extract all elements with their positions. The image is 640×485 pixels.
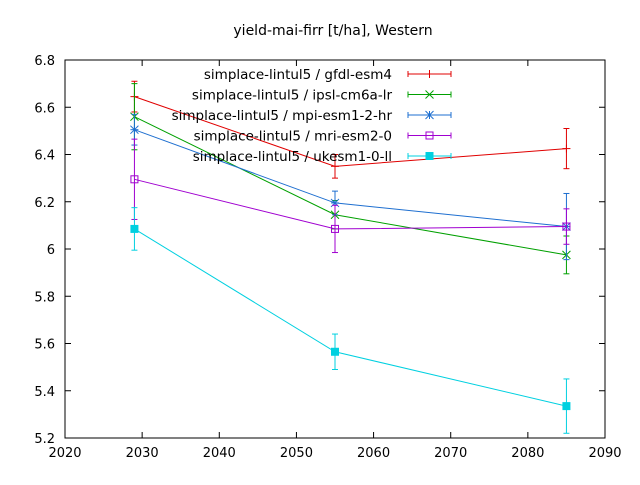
y-tick-label: 6.6 bbox=[34, 101, 55, 116]
chart-title: yield-mai-firr [t/ha], Western bbox=[233, 23, 432, 39]
legend-marker bbox=[425, 70, 434, 78]
legend-marker bbox=[425, 152, 434, 160]
data-point bbox=[562, 144, 571, 153]
legend-marker bbox=[425, 110, 434, 120]
marker-square bbox=[562, 222, 571, 231]
data-point bbox=[331, 162, 339, 171]
error-bar bbox=[332, 204, 338, 254]
y-tick-label: 5.2 bbox=[34, 432, 55, 447]
marker-stroke bbox=[425, 90, 434, 99]
marker-square bbox=[130, 175, 139, 184]
series-3 bbox=[130, 138, 571, 254]
y-tick-label: 6.2 bbox=[34, 196, 55, 211]
x-tick-label: 2080 bbox=[511, 446, 544, 461]
series-line bbox=[134, 228, 567, 407]
legend-entry: simplace-lintul5 / gfdl-esm4 bbox=[204, 67, 452, 83]
marker-square bbox=[425, 131, 434, 140]
marker-square bbox=[331, 347, 339, 356]
y-tick-label: 5.4 bbox=[34, 385, 55, 400]
marker-square bbox=[130, 224, 139, 233]
data-point bbox=[130, 125, 139, 135]
legend-marker bbox=[425, 131, 434, 140]
series-4 bbox=[130, 207, 571, 434]
marker-square bbox=[331, 224, 339, 233]
legend: simplace-lintul5 / gfdl-esm4 simplace-lin… bbox=[172, 67, 452, 165]
data-point bbox=[562, 402, 571, 411]
legend-entry: simplace-lintul5 / mri-esm2-0 bbox=[194, 129, 452, 145]
y-tick-label: 6.4 bbox=[34, 149, 55, 164]
data-point bbox=[130, 224, 139, 233]
axes: 2020 2030 2040 2050 2060 2070 2080 2090 5.2 5.4 5.… bbox=[34, 54, 621, 461]
series-layer bbox=[130, 80, 571, 434]
x-tick-label: 2030 bbox=[126, 446, 159, 461]
legend-label: simplace-lintul5 / mpi-esm1-2-hr bbox=[172, 108, 393, 124]
legend-marker bbox=[425, 90, 434, 99]
y-tick-label: 5.6 bbox=[34, 338, 55, 353]
data-point bbox=[331, 347, 339, 356]
data-point bbox=[130, 175, 139, 184]
legend-label: simplace-lintul5 / mri-esm2-0 bbox=[194, 129, 392, 145]
legend-label: simplace-lintul5 / ipsl-cm6a-lr bbox=[192, 88, 393, 104]
data-point bbox=[331, 224, 339, 233]
legend-label: simplace-lintul5 / gfdl-esm4 bbox=[204, 67, 392, 83]
y-tick-label: 6.8 bbox=[34, 54, 55, 69]
x-tick-label: 2090 bbox=[588, 446, 621, 461]
y-tick-label: 6 bbox=[47, 243, 55, 258]
x-tick-label: 2040 bbox=[203, 446, 236, 461]
marker-stroke bbox=[130, 125, 139, 135]
x-tick-label: 2070 bbox=[434, 446, 467, 461]
error-bar bbox=[563, 208, 570, 245]
x-tick-label: 2060 bbox=[357, 446, 390, 461]
legend-entry: simplace-lintul5 / ipsl-cm6a-lr bbox=[192, 88, 452, 104]
x-tick-label: 2050 bbox=[280, 446, 313, 461]
y-tick-label: 5.8 bbox=[34, 290, 55, 305]
data-point bbox=[562, 222, 571, 231]
legend-entry: simplace-lintul5 / mpi-esm1-2-hr bbox=[172, 108, 452, 124]
legend-label: simplace-lintul5 / ukesm1-0-ll bbox=[193, 149, 392, 165]
x-tick-label: 2020 bbox=[48, 446, 81, 461]
marker-square bbox=[562, 402, 571, 411]
legend-entry: simplace-lintul5 / ukesm1-0-ll bbox=[193, 149, 452, 165]
marker-square bbox=[425, 152, 434, 160]
marker-stroke bbox=[425, 110, 434, 120]
